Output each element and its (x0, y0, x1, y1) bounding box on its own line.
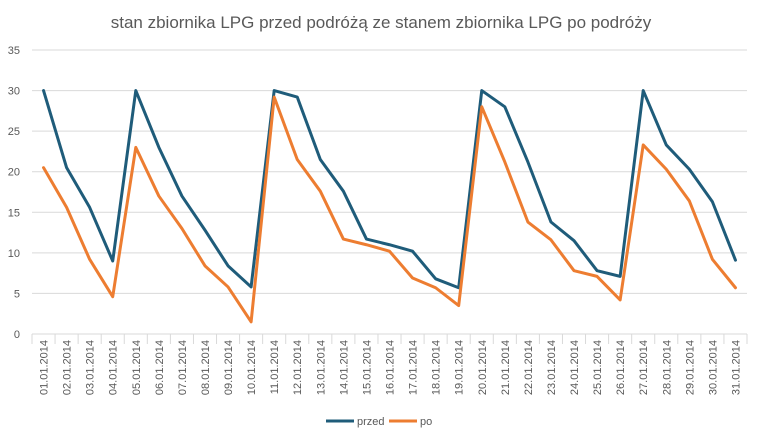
x-axis-ticks: 01.01.2014 02.01.2014 03.01.2014 04.01.2014… (39, 340, 743, 395)
x-tick-label: 12.01.2014 (292, 340, 304, 395)
x-tick-label: 14.01.2014 (338, 340, 350, 395)
x-tick-label: 15.01.2014 (361, 340, 373, 395)
legend-label-po: po (420, 416, 432, 428)
x-tick-label: 09.01.2014 (223, 340, 235, 395)
x-tick-label: 17.01.2014 (408, 340, 420, 395)
x-tick-label: 20.01.2014 (477, 340, 489, 395)
x-tick-label: 01.01.2014 (39, 340, 51, 395)
x-tick-label: 04.01.2014 (108, 340, 120, 395)
x-tick-label: 25.01.2014 (592, 340, 604, 395)
y-tick-label: 0 (14, 329, 20, 341)
y-tick-label: 30 (8, 86, 20, 98)
x-tick-label: 27.01.2014 (638, 340, 650, 395)
y-tick-label: 15 (8, 207, 20, 219)
chart-title: stan zbiornika LPG przed podróżą ze stan… (111, 13, 652, 32)
x-tick-label: 21.01.2014 (500, 340, 512, 395)
x-tick-label: 30.01.2014 (707, 340, 719, 395)
x-tick-label: 06.01.2014 (154, 340, 166, 395)
x-tick-label: 31.01.2014 (730, 340, 742, 395)
y-tick-label: 20 (8, 167, 20, 179)
x-tick-label: 18.01.2014 (431, 340, 443, 395)
series-line-po (42, 95, 737, 324)
x-tick-label: 05.01.2014 (131, 340, 143, 395)
x-tick-label: 16.01.2014 (385, 340, 397, 395)
legend-label-przed: przed (357, 416, 385, 428)
series-lines (42, 89, 737, 324)
x-tick-label: 03.01.2014 (85, 340, 97, 395)
x-tick-label: 13.01.2014 (315, 340, 327, 395)
x-tick-label: 28.01.2014 (661, 340, 673, 395)
x-tick-label: 29.01.2014 (684, 340, 696, 395)
y-tick-label: 25 (8, 126, 20, 138)
gridlines (31, 49, 748, 344)
x-tick-label: 19.01.2014 (454, 340, 466, 395)
x-tick-label: 02.01.2014 (62, 340, 74, 395)
x-tick-label: 10.01.2014 (246, 340, 258, 395)
y-tick-label: 10 (8, 248, 20, 260)
x-tick-label: 24.01.2014 (569, 340, 581, 395)
x-tick-label: 23.01.2014 (546, 340, 558, 395)
series-line-przed (42, 89, 737, 290)
y-axis-ticks: 0 5 10 15 20 25 30 35 (8, 45, 20, 341)
x-tick-label: 26.01.2014 (615, 340, 627, 395)
legend: przed po (326, 416, 432, 428)
x-tick-label: 22.01.2014 (523, 340, 535, 395)
y-tick-label: 5 (14, 288, 20, 300)
x-tick-label: 11.01.2014 (269, 340, 281, 394)
y-tick-label: 35 (8, 45, 20, 57)
x-tick-label: 07.01.2014 (177, 340, 189, 395)
x-tick-label: 08.01.2014 (200, 340, 212, 395)
